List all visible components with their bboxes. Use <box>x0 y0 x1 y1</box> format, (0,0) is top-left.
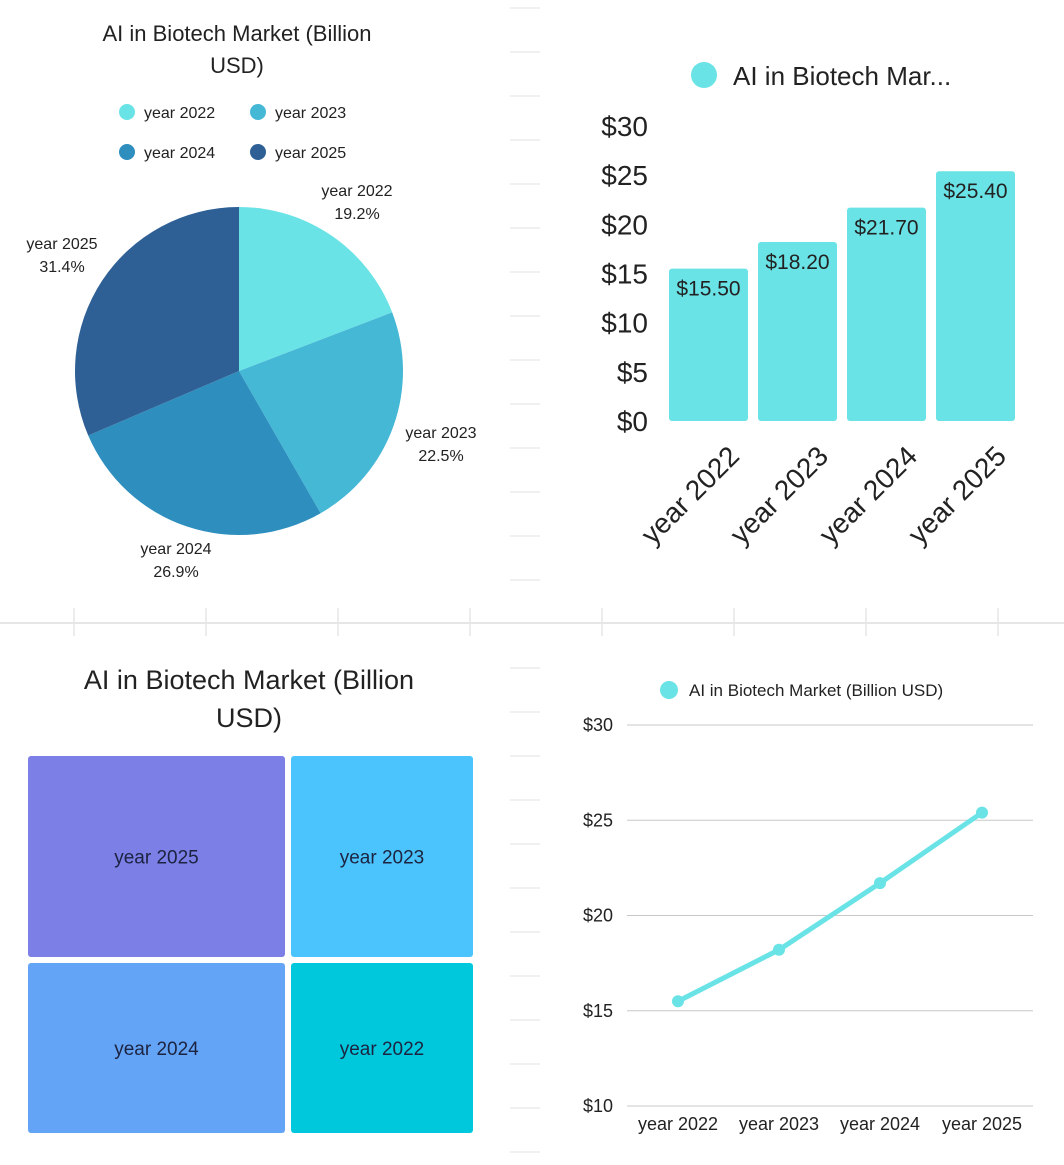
bar <box>936 171 1015 421</box>
y-tick-label: $15 <box>601 259 648 290</box>
treemap-label: year 2024 <box>114 1039 199 1060</box>
treemap-cell <box>28 756 285 957</box>
y-tick-label: $30 <box>583 715 613 735</box>
pie-slice <box>88 371 321 535</box>
treemap-title: AI in Biotech Market (Billion <box>84 665 414 695</box>
x-tick-label: year 2022 <box>638 1114 718 1134</box>
pie-slice <box>239 312 403 514</box>
x-tick-label: year 2025 <box>902 440 1012 550</box>
slice-percent: 26.9% <box>153 564 198 581</box>
legend-label: year 2022 <box>144 105 215 122</box>
data-point <box>672 995 684 1008</box>
legend-label: year 2025 <box>275 145 346 162</box>
x-tick-label: year 2024 <box>840 1114 920 1134</box>
bar <box>758 242 837 421</box>
treemap-title: USD) <box>216 703 282 733</box>
data-label: $18.20 <box>765 251 829 274</box>
pie-title: USD) <box>210 53 264 78</box>
slice-label: year 2022 <box>321 183 392 200</box>
treemap-label: year 2022 <box>340 1039 425 1060</box>
pie-title: AI in Biotech Market (Billion <box>103 21 372 46</box>
y-tick-label: $30 <box>601 111 648 142</box>
slice-label: year 2025 <box>26 236 97 253</box>
pie-slice <box>75 207 240 436</box>
treemap-cell <box>291 963 473 1133</box>
y-tick-label: $20 <box>601 209 648 240</box>
treemap-cell <box>291 756 473 957</box>
legend-dot <box>119 144 135 160</box>
y-tick-label: $0 <box>617 406 648 437</box>
legend-label: AI in Biotech Mar... <box>733 61 951 91</box>
pie-slice <box>239 207 393 371</box>
treemap-cell <box>28 963 285 1133</box>
data-point <box>773 943 785 956</box>
legend-dot <box>691 62 717 88</box>
y-tick-label: $25 <box>601 160 648 191</box>
data-label: $25.40 <box>943 180 1007 203</box>
data-label: $21.70 <box>854 217 918 240</box>
legend-label: year 2024 <box>144 145 215 162</box>
y-tick-label: $5 <box>617 357 648 388</box>
y-tick-label: $20 <box>583 906 613 926</box>
x-tick-label: year 2023 <box>739 1114 819 1134</box>
y-tick-label: $15 <box>583 1001 613 1021</box>
series-line <box>675 810 985 1004</box>
bar <box>669 268 748 421</box>
legend-dot <box>660 681 678 699</box>
slice-label: year 2023 <box>405 425 476 442</box>
treemap-label: year 2025 <box>114 848 199 869</box>
slice-percent: 31.4% <box>39 259 84 276</box>
slice-percent: 22.5% <box>418 448 463 465</box>
data-point <box>874 877 886 890</box>
legend-dot <box>250 144 266 160</box>
y-tick-label: $25 <box>583 810 613 830</box>
legend-dot <box>250 104 266 120</box>
slice-label: year 2024 <box>140 541 211 558</box>
treemap-label: year 2023 <box>340 848 425 869</box>
legend-label: AI in Biotech Market (Billion USD) <box>689 681 943 700</box>
y-tick-label: $10 <box>583 1096 613 1116</box>
y-tick-label: $10 <box>601 308 648 339</box>
legend-dot <box>119 104 135 120</box>
x-tick-label: year 2025 <box>942 1114 1022 1134</box>
legend-label: year 2023 <box>275 105 346 122</box>
data-label: $15.50 <box>676 278 740 301</box>
data-point <box>976 806 988 819</box>
slice-percent: 19.2% <box>334 206 379 223</box>
bar <box>847 207 926 421</box>
